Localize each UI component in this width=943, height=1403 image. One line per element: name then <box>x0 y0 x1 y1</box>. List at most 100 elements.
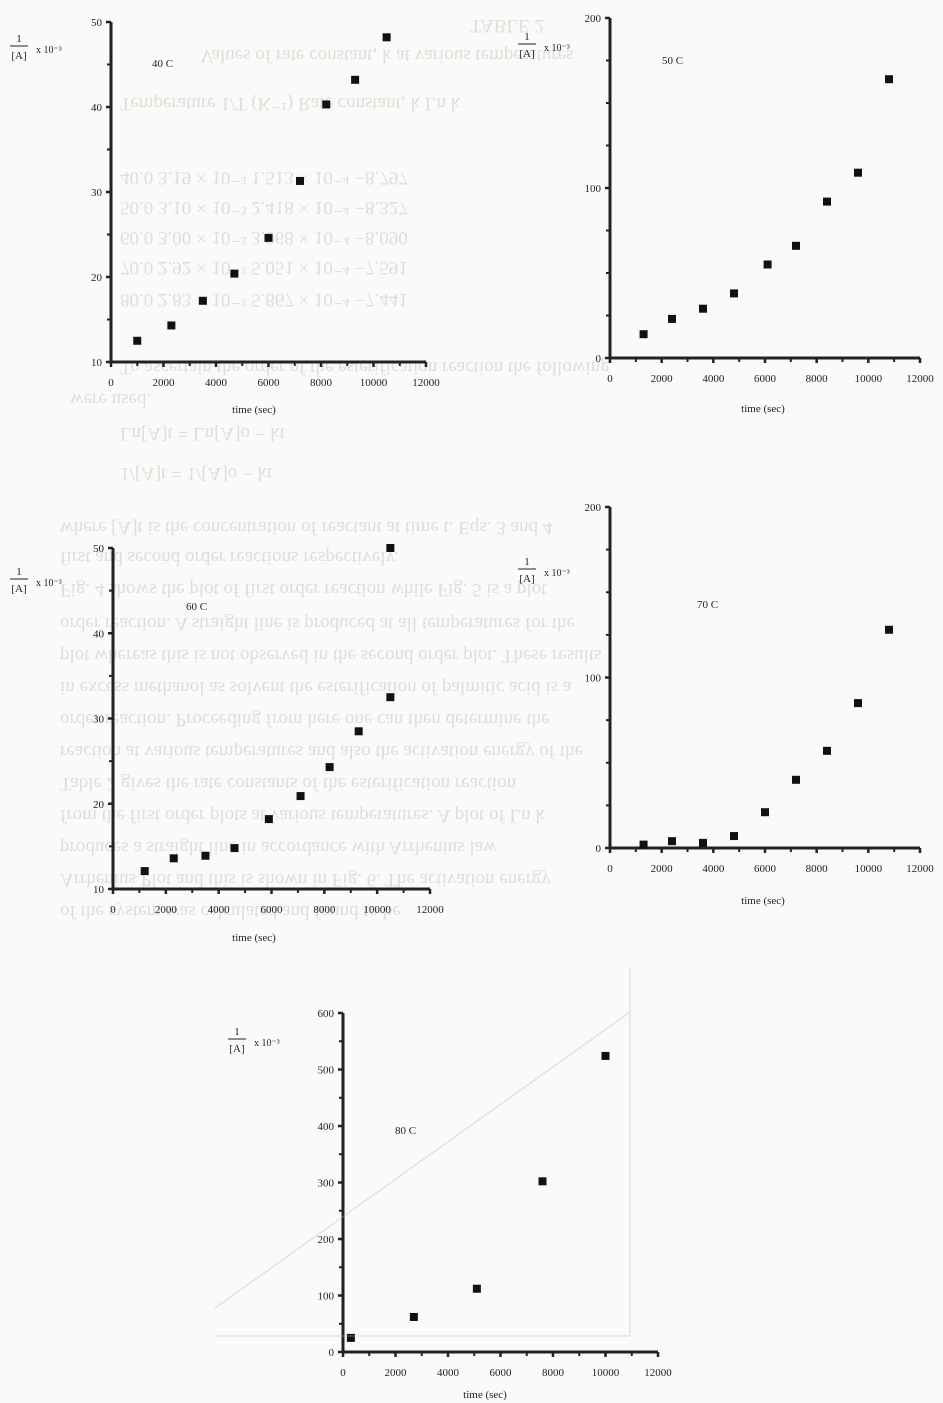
x-tick-label: 0 <box>110 904 116 916</box>
data-point <box>409 1312 418 1321</box>
y-tick-label: 400 <box>318 1121 335 1133</box>
data-point <box>730 289 738 298</box>
y-tick-label: 10 <box>93 884 105 896</box>
data-point <box>792 241 800 250</box>
chart-1: 0 2000 4000 6000 8000 10000 12000 0 100 200 1 [A] x … <box>518 13 934 415</box>
x-tick-label: 12000 <box>644 1367 672 1379</box>
bleed-through-plot <box>214 968 631 1337</box>
y-tick-label: 30 <box>91 187 103 199</box>
x-tick-label: 8000 <box>310 377 333 389</box>
data-point <box>322 100 331 109</box>
data-point <box>386 544 395 552</box>
data-point <box>230 269 239 278</box>
x-tick-label: 10000 <box>592 1367 620 1379</box>
y-tick-label: 100 <box>318 1291 335 1303</box>
temperature-label: 80 C <box>395 1125 416 1137</box>
x-tick-label: 0 <box>607 373 613 385</box>
ylabel-numerator: 1 <box>16 566 22 578</box>
y-tick-label: 10 <box>91 357 103 369</box>
data-point <box>167 321 176 330</box>
x-tick-label: 12000 <box>906 373 934 385</box>
y-tick-label: 100 <box>585 673 602 685</box>
data-point <box>854 699 862 708</box>
x-tick-label: 4000 <box>208 904 231 916</box>
x-tick-label: 2000 <box>153 377 176 389</box>
y-tick-label: 200 <box>585 502 602 514</box>
y-tick-label: 0 <box>596 353 602 365</box>
ylabel-denominator: [A] <box>519 48 534 60</box>
data-point <box>472 1284 481 1293</box>
x-tick-label: 8000 <box>806 373 829 385</box>
x-tick-label: 12000 <box>412 377 440 389</box>
data-point <box>264 815 273 824</box>
data-point <box>668 837 676 846</box>
data-point <box>264 233 273 242</box>
xlabel: time (sec) <box>232 404 276 416</box>
data-point <box>325 763 334 772</box>
x-tick-label: 8000 <box>806 863 829 875</box>
y-tick-label: 40 <box>91 102 103 114</box>
x-tick-label: 4000 <box>205 377 228 389</box>
x-tick-label: 0 <box>108 377 114 389</box>
y-tick-label: 0 <box>596 843 602 855</box>
data-point <box>346 1333 355 1342</box>
x-tick-label: 6000 <box>490 1367 513 1379</box>
y-tick-label: 50 <box>91 17 103 29</box>
y-tick-label: 200 <box>585 13 602 25</box>
data-point <box>823 197 831 206</box>
x-tick-label: 10000 <box>855 863 883 875</box>
ylabel-denominator: [A] <box>11 583 26 595</box>
x-tick-label: 8000 <box>313 904 336 916</box>
ylabel-numerator: 1 <box>524 31 530 43</box>
y-tick-label: 40 <box>93 628 105 640</box>
data-point <box>639 840 648 849</box>
chart-4: 0 2000 4000 6000 8000 10000 12000 0 100 200 300 400… <box>228 1008 672 1401</box>
y-tick-label: 30 <box>93 714 105 726</box>
data-point <box>201 851 210 860</box>
xlabel: time (sec) <box>741 403 785 415</box>
ylabel-numerator: 1 <box>16 33 22 45</box>
data-point <box>198 296 207 305</box>
chart-0: 0 2000 4000 6000 8000 10000 12000 10 20 30 40 50 1 [A… <box>10 17 440 416</box>
ylabel-multiplier: x 10⁻³ <box>254 1038 280 1049</box>
y-tick-label: 100 <box>585 183 602 195</box>
y-tick-label: 20 <box>91 272 103 284</box>
data-point <box>140 867 149 876</box>
y-tick-label: 50 <box>93 543 105 555</box>
x-tick-label: 6000 <box>754 863 777 875</box>
ylabel-denominator: [A] <box>519 573 534 585</box>
ylabel-multiplier: x 10⁻³ <box>36 45 62 56</box>
temperature-label: 50 C <box>662 55 683 67</box>
temperature-label: 70 C <box>697 599 718 611</box>
x-tick-label: 12000 <box>906 863 934 875</box>
ylabel-multiplier: x 10⁻³ <box>544 43 570 54</box>
x-tick-label: 6000 <box>754 373 777 385</box>
data-point <box>668 314 676 323</box>
x-tick-label: 10000 <box>363 904 391 916</box>
chart-2: 0 2000 4000 6000 8000 10000 12000 10 20 30 40 50 1 [A… <box>10 543 444 944</box>
ylabel-denominator: [A] <box>11 50 26 62</box>
y-tick-label: 600 <box>318 1008 335 1020</box>
y-tick-label: 300 <box>318 1178 335 1190</box>
data-point <box>386 693 395 702</box>
data-point <box>854 168 862 177</box>
x-tick-label: 4000 <box>437 1367 460 1379</box>
data-point <box>382 33 391 42</box>
data-point <box>354 727 363 736</box>
xlabel: time (sec) <box>463 1389 507 1401</box>
data-point <box>699 838 707 847</box>
x-tick-label: 8000 <box>542 1367 565 1379</box>
ylabel-numerator: 1 <box>234 1026 240 1038</box>
data-point <box>792 775 800 784</box>
y-tick-label: 20 <box>93 799 105 811</box>
x-tick-label: 2000 <box>651 373 674 385</box>
x-tick-label: 0 <box>607 863 613 875</box>
data-point <box>601 1051 610 1060</box>
x-tick-label: 10000 <box>360 377 388 389</box>
x-tick-label: 12000 <box>416 904 444 916</box>
x-tick-label: 2000 <box>385 1367 408 1379</box>
data-point <box>639 330 648 339</box>
xlabel: time (sec) <box>232 932 276 944</box>
temperature-label: 40 C <box>152 58 173 70</box>
